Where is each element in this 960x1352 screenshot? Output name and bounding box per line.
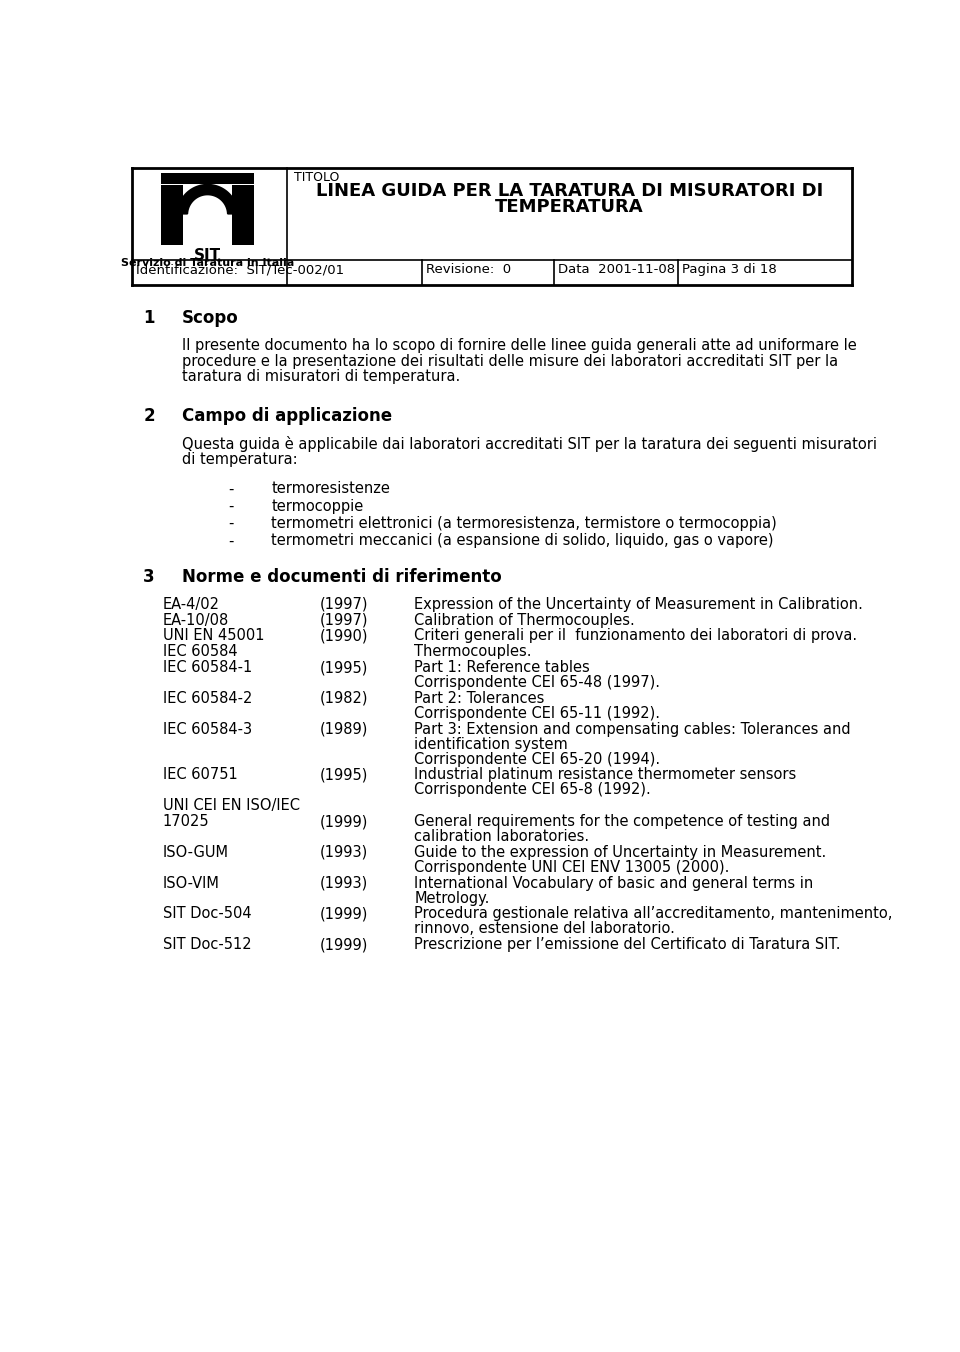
Text: IEC 60751: IEC 60751: [162, 768, 237, 783]
Text: SIT Doc-512: SIT Doc-512: [162, 937, 252, 952]
Text: procedure e la presentazione dei risultati delle misure dei laboratori accredita: procedure e la presentazione dei risulta…: [182, 354, 838, 369]
Text: Identificazione:  SIT/Tec-002/01: Identificazione: SIT/Tec-002/01: [135, 264, 344, 276]
Text: Industrial platinum resistance thermometer sensors: Industrial platinum resistance thermomet…: [415, 768, 797, 783]
Text: (1999): (1999): [320, 937, 369, 952]
Text: Guide to the expression of Uncertainty in Measurement.: Guide to the expression of Uncertainty i…: [415, 845, 827, 860]
Text: SIT: SIT: [194, 247, 221, 262]
Text: termometri elettronici (a termoresistenza, termistore o termocoppia): termometri elettronici (a termoresistenz…: [271, 516, 777, 531]
Text: UNI CEI EN ISO/IEC: UNI CEI EN ISO/IEC: [162, 798, 300, 814]
Text: (1999): (1999): [320, 814, 369, 829]
Wedge shape: [188, 215, 227, 234]
Text: EA-10/08: EA-10/08: [162, 612, 228, 627]
Text: Procedura gestionale relativa all’accreditamento, mantenimento,: Procedura gestionale relativa all’accred…: [415, 906, 893, 922]
Text: UNI EN 45001: UNI EN 45001: [162, 629, 264, 644]
Bar: [232, 215, 254, 246]
Text: Corrispondente UNI CEI ENV 13005 (2000).: Corrispondente UNI CEI ENV 13005 (2000).: [415, 860, 730, 875]
Text: (1993): (1993): [320, 845, 369, 860]
Text: Corrispondente CEI 65-48 (1997).: Corrispondente CEI 65-48 (1997).: [415, 675, 660, 690]
Text: Calibration of Thermocouples.: Calibration of Thermocouples.: [415, 612, 636, 627]
Text: General requirements for the competence of testing and: General requirements for the competence …: [415, 814, 830, 829]
Text: Servizio di Taratura in Italia: Servizio di Taratura in Italia: [121, 258, 294, 269]
Text: Criteri generali per il  funzionamento dei laboratori di prova.: Criteri generali per il funzionamento de…: [415, 629, 857, 644]
Text: IEC 60584-2: IEC 60584-2: [162, 691, 252, 706]
Text: SIT Doc-504: SIT Doc-504: [162, 906, 252, 922]
Text: Corrispondente CEI 65-8 (1992).: Corrispondente CEI 65-8 (1992).: [415, 783, 651, 798]
PathPatch shape: [177, 184, 239, 215]
Text: (1995): (1995): [320, 660, 369, 675]
Bar: [161, 173, 254, 184]
Text: (1993): (1993): [320, 876, 369, 891]
Text: IEC 60584-3: IEC 60584-3: [162, 722, 252, 737]
Text: Il presente documento ha lo scopo di fornire delle linee guida generali atte ad : Il presente documento ha lo scopo di for…: [182, 338, 856, 353]
Text: Metrology.: Metrology.: [415, 891, 490, 906]
Text: Expression of the Uncertainty of Measurement in Calibration.: Expression of the Uncertainty of Measure…: [415, 596, 863, 612]
Text: IEC 60584: IEC 60584: [162, 645, 237, 660]
Text: TITOLO: TITOLO: [295, 172, 340, 184]
Bar: [161, 185, 182, 215]
Text: 2: 2: [143, 407, 155, 425]
Text: Prescrizione per l’emissione del Certificato di Taratura SIT.: Prescrizione per l’emissione del Certifi…: [415, 937, 841, 952]
Text: 17025: 17025: [162, 814, 209, 829]
Text: calibration laboratories.: calibration laboratories.: [415, 829, 589, 844]
Text: (1995): (1995): [320, 768, 369, 783]
Text: Part 2: Tolerances: Part 2: Tolerances: [415, 691, 545, 706]
Text: -: -: [228, 534, 234, 549]
Text: Part 1: Reference tables: Part 1: Reference tables: [415, 660, 590, 675]
Text: taratura di misuratori di temperatura.: taratura di misuratori di temperatura.: [182, 369, 460, 384]
Bar: [161, 215, 182, 246]
Text: Thermocouples.: Thermocouples.: [415, 645, 532, 660]
Text: Campo di applicazione: Campo di applicazione: [182, 407, 392, 425]
Text: Questa guida è applicabile dai laboratori accreditati SIT per la taratura dei se: Questa guida è applicabile dai laborator…: [182, 435, 877, 452]
Text: IEC 60584-1: IEC 60584-1: [162, 660, 252, 675]
Text: (1990): (1990): [320, 629, 369, 644]
Text: Norme e documenti di riferimento: Norme e documenti di riferimento: [182, 568, 502, 585]
Text: Corrispondente CEI 65-20 (1994).: Corrispondente CEI 65-20 (1994).: [415, 752, 660, 767]
Text: ISO-VIM: ISO-VIM: [162, 876, 220, 891]
Text: Data  2001-11-08: Data 2001-11-08: [558, 264, 675, 276]
Text: Scopo: Scopo: [182, 308, 239, 327]
Text: (1999): (1999): [320, 906, 369, 922]
Text: (1997): (1997): [320, 596, 369, 612]
Text: -: -: [228, 499, 234, 514]
Text: ISO-GUM: ISO-GUM: [162, 845, 228, 860]
Text: (1982): (1982): [320, 691, 369, 706]
Text: termoresistenze: termoresistenze: [271, 481, 390, 496]
Text: (1989): (1989): [320, 722, 369, 737]
Text: EA-4/02: EA-4/02: [162, 596, 220, 612]
Text: termocoppie: termocoppie: [271, 499, 364, 514]
Text: 1: 1: [143, 308, 155, 327]
Text: (1997): (1997): [320, 612, 369, 627]
Text: termometri meccanici (a espansione di solido, liquido, gas o vapore): termometri meccanici (a espansione di so…: [271, 534, 774, 549]
Text: 3: 3: [143, 568, 155, 585]
Text: di temperatura:: di temperatura:: [182, 452, 298, 466]
Text: Pagina 3 di 18: Pagina 3 di 18: [682, 264, 777, 276]
Text: Corrispondente CEI 65-11 (1992).: Corrispondente CEI 65-11 (1992).: [415, 706, 660, 721]
Text: identification system: identification system: [415, 737, 568, 752]
Text: Part 3: Extension and compensating cables: Tolerances and: Part 3: Extension and compensating cable…: [415, 722, 852, 737]
Text: rinnovo, estensione del laboratorio.: rinnovo, estensione del laboratorio.: [415, 922, 676, 937]
Text: International Vocabulary of basic and general terms in: International Vocabulary of basic and ge…: [415, 876, 814, 891]
Text: LINEA GUIDA PER LA TARATURA DI MISURATORI DI: LINEA GUIDA PER LA TARATURA DI MISURATOR…: [316, 183, 823, 200]
Text: -: -: [228, 516, 234, 531]
Text: -: -: [228, 481, 234, 496]
Bar: [232, 185, 254, 215]
Text: Revisione:  0: Revisione: 0: [426, 264, 512, 276]
Text: TEMPERATURA: TEMPERATURA: [495, 197, 644, 216]
